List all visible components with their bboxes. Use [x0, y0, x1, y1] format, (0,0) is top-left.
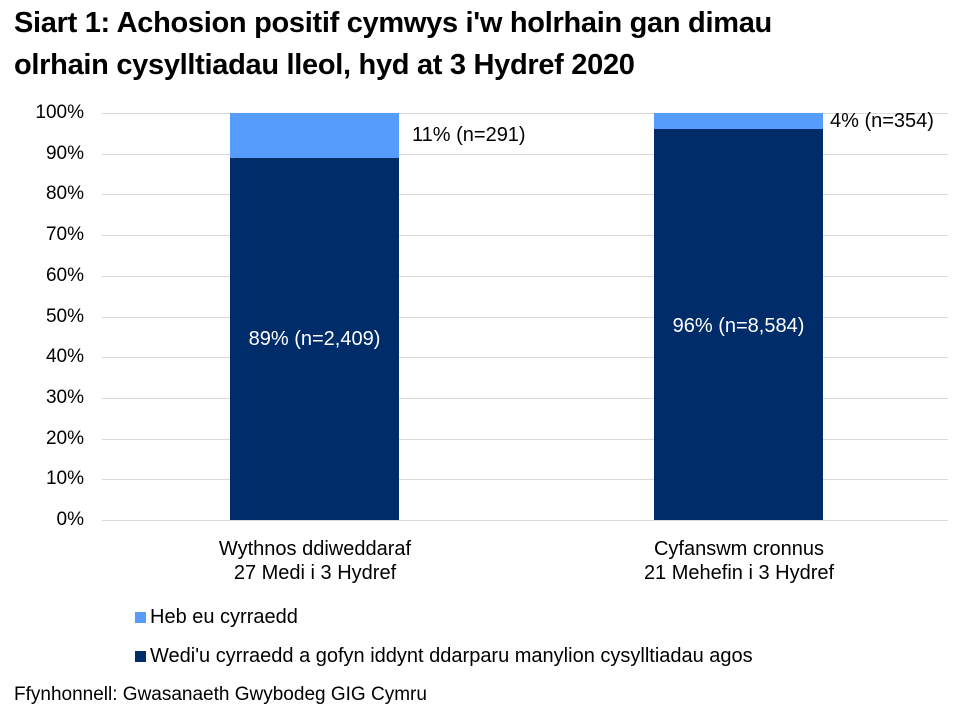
- bar-segment: [230, 113, 399, 158]
- gridline: [102, 276, 948, 277]
- gridline: [102, 520, 948, 521]
- x-category-1-line-1: Wythnos ddiweddaraf: [218, 538, 412, 560]
- x-category-label-2: Cyfanswm cronnus 21 Mehefin i 3 Hydref: [569, 537, 909, 585]
- legend-label: Wedi'u cyrraedd a gofyn iddynt ddarparu …: [150, 645, 753, 667]
- data-label: 4% (n=354): [830, 110, 934, 132]
- y-tick-label: 0%: [56, 509, 84, 530]
- gridline: [102, 235, 948, 236]
- legend-label: Heb eu cyrraedd: [150, 606, 298, 628]
- y-tick-label: 60%: [45, 265, 84, 286]
- x-category-1-line-2: 27 Medi i 3 Hydref: [233, 562, 397, 584]
- gridline: [102, 317, 948, 318]
- y-tick-label: 10%: [45, 468, 84, 489]
- data-label: 96% (n=8,584): [672, 315, 805, 337]
- y-tick-label: 80%: [45, 183, 84, 204]
- y-tick-label: 40%: [45, 346, 84, 367]
- y-tick-label: 30%: [45, 387, 84, 408]
- data-label: 11% (n=291): [412, 124, 526, 146]
- y-tick-label: 70%: [45, 224, 84, 245]
- legend-swatch-light-blue: [135, 611, 146, 623]
- bar-segment: [230, 157, 399, 520]
- data-label: 89% (n=2,409): [248, 328, 381, 350]
- chart-title: Siart 1: Achosion positif cymwys i'w hol…: [14, 2, 964, 86]
- gridline: [102, 479, 948, 480]
- gridline: [102, 357, 948, 358]
- gridline: [102, 113, 948, 114]
- chart-title-line-2: olrhain cysylltiadau lleol, hyd at 3 Hyd…: [14, 49, 635, 81]
- x-category-2-line-2: 21 Mehefin i 3 Hydref: [643, 562, 835, 584]
- gridline: [102, 439, 948, 440]
- legend-item-not-reached: Heb eu cyrraedd: [135, 605, 298, 629]
- legend-swatch-dark-blue: [135, 650, 146, 662]
- gridline: [102, 154, 948, 155]
- x-category-2-line-1: Cyfanswm cronnus: [653, 538, 825, 560]
- source-note: Ffynhonnell: Gwasanaeth Gwybodeg GIG Cym…: [14, 684, 427, 705]
- gridline: [102, 398, 948, 399]
- gridline: [102, 194, 948, 195]
- y-tick-label: 100%: [35, 102, 84, 123]
- chart-title-line-1: Siart 1: Achosion positif cymwys i'w hol…: [14, 7, 772, 39]
- bar-segment: [654, 113, 823, 130]
- y-tick-label: 20%: [45, 428, 84, 449]
- y-tick-label: 90%: [45, 143, 84, 164]
- x-category-label-1: Wythnos ddiweddaraf 27 Medi i 3 Hydref: [145, 537, 485, 585]
- y-tick-label: 50%: [45, 306, 84, 327]
- bar-segment: [654, 129, 823, 520]
- legend-item-reached: Wedi'u cyrraedd a gofyn iddynt ddarparu …: [135, 644, 753, 668]
